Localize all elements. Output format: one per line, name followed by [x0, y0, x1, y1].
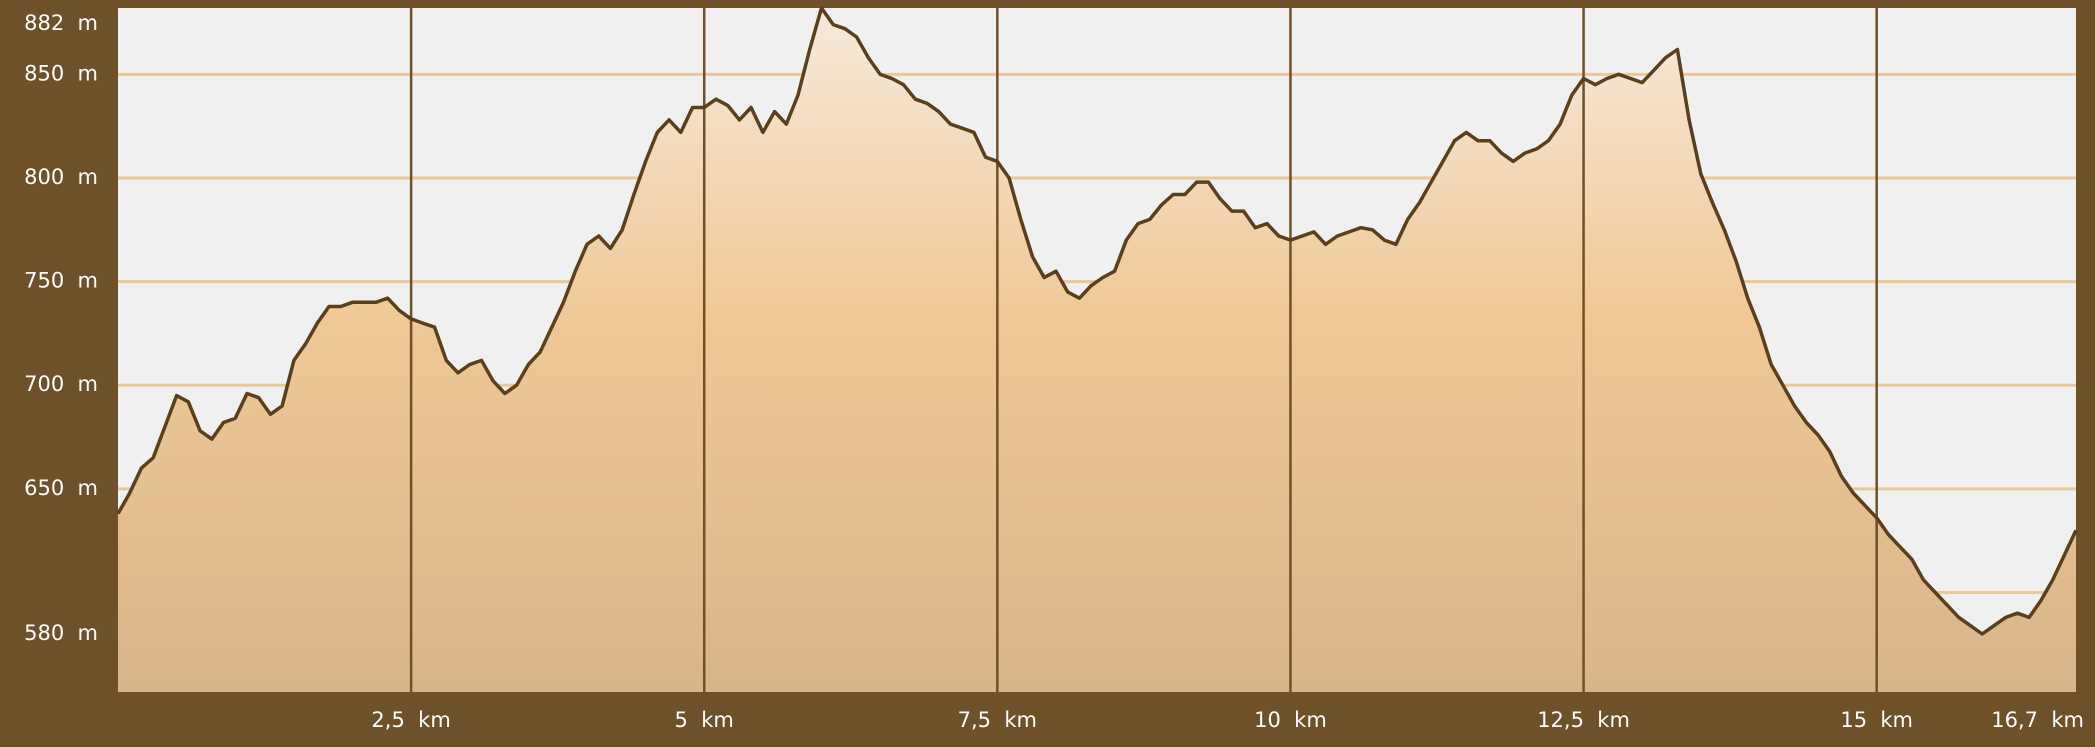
y-tick-label: 850 m: [24, 61, 98, 85]
x-tick-label: 2,5 km: [371, 708, 450, 732]
x-tick-label: 7,5 km: [958, 708, 1037, 732]
y-tick-label: 800 m: [24, 165, 98, 189]
x-tick-label: 15 km: [1840, 708, 1913, 732]
y-tick-label: 700 m: [24, 372, 98, 396]
y-tick-label: 750 m: [24, 269, 98, 293]
y-tick-label: 882 m: [24, 11, 98, 35]
y-tick-label: 580 m: [24, 621, 98, 645]
x-tick-label: 12,5 km: [1537, 708, 1630, 732]
x-tick-label: 10 km: [1254, 708, 1327, 732]
x-gridlines: [409, 8, 1878, 692]
x-tick-label: 16,7 km: [1991, 708, 2084, 732]
elevation-area-fill: [118, 8, 2076, 692]
x-tick-label: 5 km: [675, 708, 734, 732]
y-tick-label: 650 m: [24, 476, 98, 500]
x-axis-tick-labels: 2,5 km 5 km 7,5 km 10 km 12,5 km 15 km 16,7 km: [371, 708, 2084, 732]
y-axis-tick-labels: 882 m 850 m 800 m 750 m 700 m 650 m 580 m: [24, 11, 98, 645]
elevation-series-line: [116, 6, 2078, 636]
